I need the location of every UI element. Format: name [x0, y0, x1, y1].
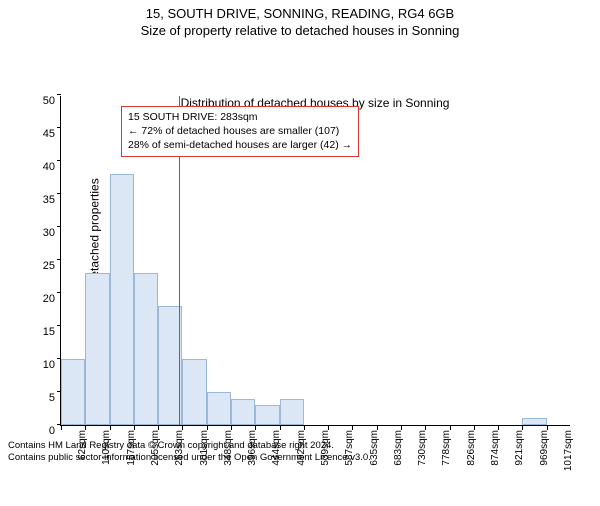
histogram-bar — [231, 399, 255, 425]
histogram-bar — [522, 418, 546, 425]
x-tick-mark — [352, 426, 353, 430]
y-tick-label: 0 — [31, 425, 55, 437]
x-tick-mark — [474, 426, 475, 430]
callout-line: 28% of semi-detached houses are larger (… — [128, 138, 352, 152]
x-tick-label: 969sqm — [539, 430, 550, 466]
y-tick-label: 30 — [31, 227, 55, 239]
x-tick-mark — [61, 426, 62, 430]
histogram-bar — [280, 399, 304, 425]
y-tick-mark — [57, 94, 61, 95]
x-tick-mark — [255, 426, 256, 430]
y-tick-mark — [57, 127, 61, 128]
x-tick-label: 205sqm — [150, 430, 161, 466]
x-tick-mark — [207, 426, 208, 430]
y-tick-label: 50 — [31, 95, 55, 107]
x-tick-label: 444sqm — [271, 430, 282, 466]
x-tick-mark — [231, 426, 232, 430]
x-tick-mark — [110, 426, 111, 430]
x-tick-mark — [498, 426, 499, 430]
histogram-bar — [61, 359, 85, 425]
y-tick-label: 35 — [31, 194, 55, 206]
x-tick-label: 683sqm — [393, 430, 404, 466]
x-tick-label: 587sqm — [344, 430, 355, 466]
x-tick-mark — [522, 426, 523, 430]
x-tick-mark — [280, 426, 281, 430]
x-tick-label: 826sqm — [466, 430, 477, 466]
callout-line: ← 72% of detached houses are smaller (10… — [128, 124, 352, 138]
histogram-bar — [182, 359, 206, 425]
histogram-bar — [85, 273, 109, 425]
x-tick-label: 539sqm — [320, 430, 331, 466]
x-tick-label: 110sqm — [101, 430, 112, 465]
x-tick-label: 396sqm — [247, 430, 258, 466]
x-tick-mark — [425, 426, 426, 430]
y-tick-label: 45 — [31, 128, 55, 140]
histogram-bar — [207, 392, 231, 425]
y-tick-label: 20 — [31, 293, 55, 305]
x-tick-mark — [328, 426, 329, 430]
x-tick-mark — [450, 426, 451, 430]
x-tick-mark — [377, 426, 378, 430]
callout-line: 15 SOUTH DRIVE: 283sqm — [128, 110, 352, 124]
y-tick-label: 40 — [31, 161, 55, 173]
x-tick-label: 253sqm — [174, 430, 185, 466]
x-tick-label: 62sqm — [77, 430, 88, 460]
page-title-subtitle: Size of property relative to detached ho… — [0, 23, 600, 38]
y-tick-label: 25 — [31, 260, 55, 272]
x-tick-mark — [158, 426, 159, 430]
x-tick-label: 921sqm — [514, 430, 525, 466]
x-tick-label: 348sqm — [223, 430, 234, 466]
x-tick-mark — [85, 426, 86, 430]
y-tick-mark — [57, 325, 61, 326]
x-tick-label: 492sqm — [296, 430, 307, 466]
page-title-address: 15, SOUTH DRIVE, SONNING, READING, RG4 6… — [0, 6, 600, 21]
histogram-chart: Number of detached properties 0510152025… — [60, 96, 570, 426]
y-tick-label: 5 — [31, 392, 55, 404]
x-tick-label: 778sqm — [441, 430, 452, 466]
x-tick-label: 1017sqm — [563, 430, 574, 471]
y-tick-mark — [57, 160, 61, 161]
histogram-bar — [255, 405, 279, 425]
histogram-bar — [110, 174, 134, 425]
y-tick-label: 15 — [31, 326, 55, 338]
y-tick-mark — [57, 292, 61, 293]
x-tick-mark — [547, 426, 548, 430]
x-tick-label: 157sqm — [126, 430, 137, 466]
y-tick-mark — [57, 226, 61, 227]
y-tick-mark — [57, 259, 61, 260]
x-tick-label: 730sqm — [417, 430, 428, 466]
histogram-bar — [134, 273, 158, 425]
x-tick-mark — [182, 426, 183, 430]
x-tick-mark — [304, 426, 305, 430]
x-tick-label: 635sqm — [369, 430, 380, 466]
x-tick-mark — [134, 426, 135, 430]
marker-callout: 15 SOUTH DRIVE: 283sqm← 72% of detached … — [121, 106, 359, 157]
y-tick-mark — [57, 193, 61, 194]
x-tick-label: 874sqm — [490, 430, 501, 466]
y-tick-label: 10 — [31, 359, 55, 371]
x-tick-mark — [401, 426, 402, 430]
plot-area: 0510152025303540455062sqm110sqm157sqm205… — [60, 96, 570, 426]
x-tick-label: 301sqm — [199, 430, 210, 466]
